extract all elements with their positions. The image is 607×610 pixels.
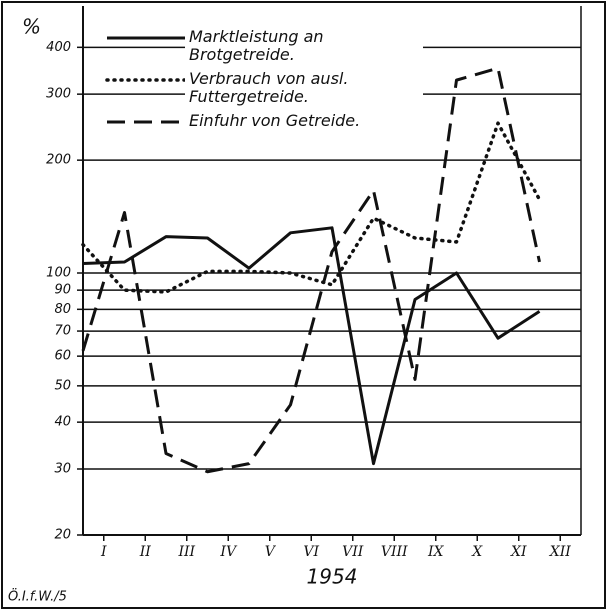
y-tick-label: 80: [54, 302, 71, 317]
y-tick-label: 300: [46, 87, 71, 102]
annotation: Ö.I.f.W./5: [8, 588, 67, 605]
x-tick-label: I: [100, 544, 107, 560]
legend-swatch: [107, 36, 185, 40]
legend-swatch: [107, 120, 185, 124]
x-tick-label: III: [177, 544, 195, 560]
x-tick-label: VIII: [381, 544, 408, 560]
y-tick-label: 60: [54, 349, 71, 364]
data-line: [82, 226, 541, 466]
x-tick-label: II: [139, 544, 152, 560]
y-tick-label: 50: [54, 378, 71, 393]
legend-label: Einfuhr von Getreide.: [185, 112, 423, 130]
x-tick-label: XII: [549, 544, 571, 560]
legend-entry: Einfuhr von Getreide.: [105, 112, 425, 130]
x-tick-label: IV: [219, 544, 238, 560]
x-tick-label: V: [265, 544, 277, 560]
x-tick-label: IX: [427, 544, 445, 560]
x-tick-label: VI: [303, 544, 319, 560]
legend-entry: Marktleistung an Brotgetreide.: [105, 28, 425, 64]
y-tick-label: 200: [46, 153, 71, 168]
legend-swatch: [105, 78, 185, 82]
y-tick-label: 90: [54, 283, 71, 298]
y-tick-label: 20: [54, 528, 71, 543]
x-tick-label: VII: [342, 544, 364, 560]
data-line: [81, 121, 542, 294]
x-tick-label: X: [471, 544, 483, 560]
legend: Marktleistung an Brotgetreide. Verbrauch …: [105, 28, 425, 136]
y-tick-label: 70: [54, 324, 71, 339]
legend-entry: Verbrauch von ausl. Futtergetreide.: [105, 70, 425, 106]
legend-label: Verbrauch von ausl. Futtergetreide.: [185, 70, 423, 106]
data-line: [81, 66, 541, 474]
legend-label: Marktleistung an Brotgetreide.: [185, 28, 423, 64]
y-tick-label: 40: [54, 415, 71, 430]
y-tick-label: 30: [54, 461, 71, 476]
y-tick-label: 400: [46, 40, 71, 55]
y-tick-label: 100: [46, 266, 71, 281]
chart-title: %: [22, 15, 41, 39]
x-tick-label: XI: [510, 544, 527, 560]
x-axis-label: 1954: [307, 565, 358, 589]
